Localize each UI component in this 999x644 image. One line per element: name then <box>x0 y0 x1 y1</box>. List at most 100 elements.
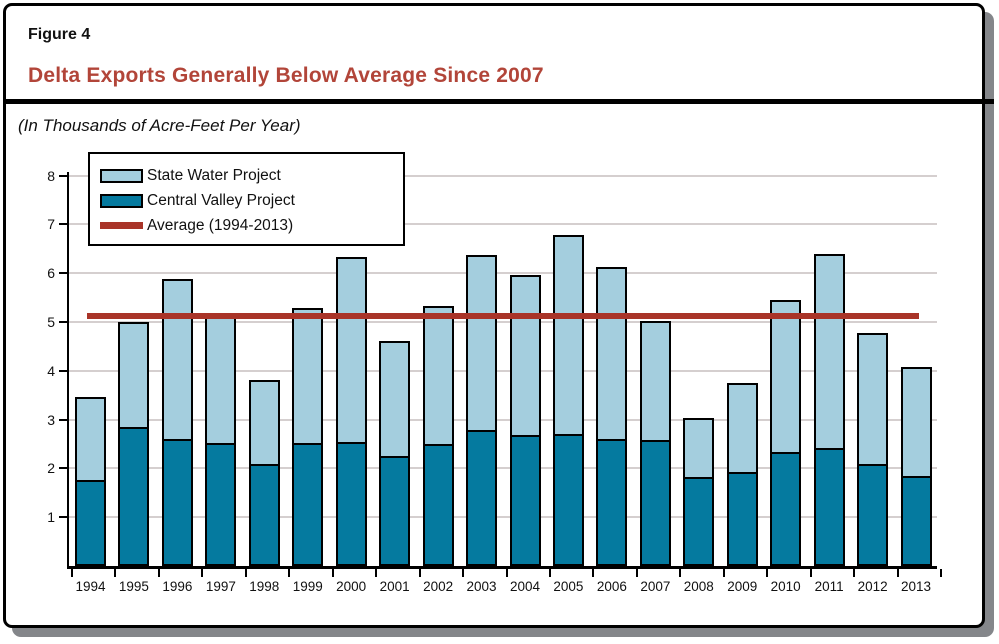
y-axis-label: 3 <box>47 411 55 428</box>
stacked-bar-2009 <box>726 382 758 566</box>
stacked-bar-2013 <box>900 367 932 566</box>
x-axis-tick <box>418 569 421 577</box>
cvp-segment <box>683 476 715 566</box>
gridline <box>69 174 937 177</box>
gridline <box>69 467 937 470</box>
cvp-segment <box>75 479 106 566</box>
swp-segment <box>75 396 106 482</box>
gridline <box>69 369 937 372</box>
figure-subtitle: (In Thousands of Acre-Feet Per Year) <box>18 116 301 135</box>
x-axis-tick <box>114 569 117 577</box>
chart-canvas: 1 2 3 4 5 6 7 8 1994 1995 1996 1997 1998 1999 2000 2001… <box>6 6 982 625</box>
y-axis-tick <box>59 321 67 323</box>
x-axis-label: 1995 <box>118 579 149 594</box>
y-axis-tick <box>59 272 67 275</box>
x-axis-tick <box>592 569 595 577</box>
x-axis-tick <box>71 569 73 577</box>
x-axis-tick <box>548 569 551 577</box>
x-axis-label: 2001 <box>379 579 410 594</box>
x-axis-label: 2010 <box>770 579 801 594</box>
swp-segment <box>639 320 671 442</box>
x-axis-label: 2009 <box>727 579 758 594</box>
swp-segment <box>813 253 845 450</box>
swp-segment <box>466 255 498 432</box>
cvp-segment <box>770 451 802 566</box>
swp-color-swatch <box>100 168 143 183</box>
cvp-segment <box>813 447 845 566</box>
x-axis-line <box>67 566 937 569</box>
cvp-segment <box>205 443 237 566</box>
y-axis-label: 6 <box>47 265 55 282</box>
cvp-segment <box>161 439 193 566</box>
x-axis-tick <box>244 569 247 577</box>
x-axis-label: 1996 <box>162 579 193 594</box>
figure-card: Figure 4 Delta Exports Generally Below A… <box>3 3 994 628</box>
cvp-segment <box>379 455 411 566</box>
stacked-bar-2010 <box>770 299 802 566</box>
stacked-bar-2007 <box>639 320 671 566</box>
x-axis-label: 2013 <box>901 579 932 594</box>
legend-label-cvp: Central Valley Project <box>147 191 295 209</box>
x-axis-label: 2002 <box>423 579 454 594</box>
swp-segment <box>118 322 150 430</box>
gridline <box>69 516 937 519</box>
cvp-segment <box>292 442 324 566</box>
y-axis-tick <box>59 418 67 421</box>
x-axis-label: 1997 <box>205 579 236 594</box>
average-line-swatch <box>100 222 143 229</box>
swp-segment <box>292 308 324 445</box>
swp-segment <box>422 305 454 446</box>
swp-segment <box>683 418 715 479</box>
cvp-segment <box>118 427 150 566</box>
x-axis-tick <box>331 569 334 577</box>
swp-segment <box>205 317 237 445</box>
y-axis-label: 2 <box>47 460 55 477</box>
x-axis-tick <box>722 569 725 577</box>
x-axis-tick <box>201 569 204 577</box>
x-axis-label: 2006 <box>596 579 627 594</box>
x-axis-tick <box>505 569 508 577</box>
x-axis-label: 1998 <box>249 579 280 594</box>
gridline <box>69 418 937 421</box>
cvp-segment <box>248 464 280 566</box>
y-axis-tick <box>59 223 67 226</box>
legend-item-swp: State Water Project <box>100 163 403 188</box>
legend-item-cvp: Central Valley Project <box>100 188 403 213</box>
x-axis-tick <box>940 569 942 577</box>
y-axis-label: 4 <box>47 362 55 379</box>
cvp-segment <box>726 471 758 566</box>
legend-label-average: Average (1994-2013) <box>147 216 294 234</box>
x-axis-tick <box>375 569 378 577</box>
cvp-segment <box>900 476 932 566</box>
y-axis-tick <box>59 516 67 519</box>
cvp-segment <box>639 439 671 566</box>
legend-item-average: Average (1994-2013) <box>100 213 403 238</box>
x-axis-tick <box>679 569 682 577</box>
x-axis-label: 2000 <box>336 579 367 594</box>
stacked-bar-2008 <box>683 418 715 566</box>
x-axis-tick <box>157 569 160 577</box>
y-axis-tick <box>59 174 67 177</box>
x-axis-tick <box>896 569 899 577</box>
y-axis-label: 1 <box>47 509 55 526</box>
swp-segment <box>248 380 280 467</box>
cvp-segment <box>335 441 367 566</box>
cvp-segment <box>466 429 498 566</box>
swp-segment <box>161 278 193 442</box>
stacked-bar-2012 <box>857 333 889 566</box>
stacked-bar-2002 <box>422 305 454 566</box>
x-axis-label: 2005 <box>553 579 584 594</box>
x-axis-label: 2004 <box>509 579 540 594</box>
x-axis-label: 2012 <box>857 579 888 594</box>
gridline <box>69 272 937 275</box>
swp-segment <box>552 235 584 437</box>
stacked-bar-2004 <box>509 275 541 566</box>
stacked-bar-2005 <box>552 235 584 566</box>
cvp-color-swatch <box>100 193 143 208</box>
stacked-bar-2001 <box>379 340 411 566</box>
cvp-segment <box>596 439 628 566</box>
gridline <box>69 223 937 226</box>
stacked-bar-2006 <box>596 266 628 566</box>
y-axis-tick <box>59 467 67 470</box>
y-axis-label: 8 <box>47 167 55 184</box>
